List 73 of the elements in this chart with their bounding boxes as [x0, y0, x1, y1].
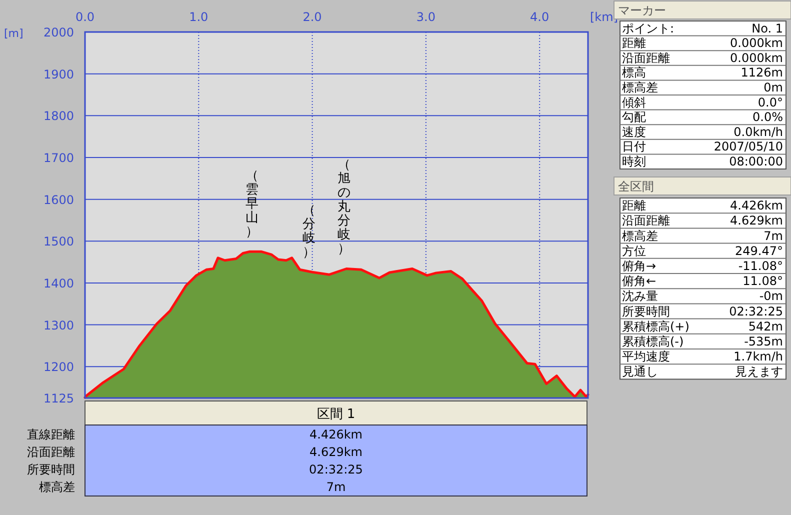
text: No. 1 [752, 21, 783, 36]
text: 4.629km [730, 214, 783, 228]
text: 249.47° [735, 244, 783, 258]
text: 直線距離 [27, 428, 75, 442]
y-axis-title: [m] [4, 27, 24, 40]
text: 距離 [622, 198, 646, 213]
y-tick-label: 1400 [43, 276, 74, 290]
text: 沈み量 [622, 289, 658, 304]
text: 見通し [622, 364, 658, 379]
text: 平均速度 [622, 350, 670, 364]
text: ポイント: [622, 21, 674, 36]
text: -11.08° [738, 259, 783, 273]
text: 所要時間 [622, 304, 670, 318]
text: 沿面距離 [27, 445, 75, 459]
text: 区間 1 [316, 407, 356, 422]
text: 傾斜 [622, 95, 646, 110]
x-tick-label: 3.0 [416, 10, 436, 24]
y-tick-label: 1200 [43, 360, 74, 374]
text: 累積標高(+) [622, 319, 690, 334]
text: 0.000km [730, 50, 783, 65]
text: 0.0km/h [734, 124, 783, 139]
annotation: （旭の丸分岐） [338, 158, 351, 257]
text: 02:32:25 [729, 304, 783, 318]
text: -535m [744, 334, 783, 348]
x-tick-label: 4.0 [530, 10, 550, 24]
text: 距離 [622, 36, 646, 50]
text: 02:32:25 [309, 462, 363, 476]
text: 俯角← [622, 274, 656, 288]
annotation: （雲早山） [246, 168, 259, 240]
text: 2007/05/10 [714, 140, 783, 154]
text: 1.7km/h [734, 350, 783, 364]
text: 0m [764, 80, 783, 94]
y-tick-label: 1800 [43, 109, 74, 124]
text: 勾配 [622, 110, 646, 124]
text: 4.426km [310, 428, 362, 442]
text: 速度 [622, 124, 646, 139]
text: -0m [759, 289, 783, 304]
x-tick-label: 0.0 [75, 10, 95, 24]
text: 見えます [735, 364, 783, 379]
y-tick-label: 1125 [43, 392, 74, 406]
text: 方位 [622, 244, 646, 258]
text: 全区間 [618, 180, 654, 194]
text: 沿面距離 [622, 214, 670, 228]
text: 所要時間 [27, 462, 75, 476]
text: 08:00:00 [729, 154, 783, 168]
y-tick-label: 1600 [43, 192, 74, 207]
text: 4.426km [730, 198, 783, 213]
text: 7m [326, 480, 346, 494]
text: 標高 [622, 66, 646, 80]
text: 日付 [622, 140, 646, 154]
text: 0.000km [730, 36, 783, 50]
x-tick-label: 2.0 [302, 10, 322, 24]
text: 沿面距離 [622, 50, 670, 65]
text: 標高差 [622, 228, 658, 243]
text: 4.629km [310, 445, 362, 459]
text: 俯角→ [622, 259, 656, 273]
text: 542m [748, 319, 783, 334]
text: 標高差 [39, 480, 75, 494]
text: 累積標高(-) [622, 334, 684, 348]
text: 7m [764, 228, 783, 243]
text: 標高差 [622, 80, 658, 94]
text: マーカー [618, 4, 666, 18]
x-tick-label: 1.0 [189, 10, 208, 24]
text: 0.0° [758, 95, 783, 110]
y-tick-label: 1300 [43, 318, 74, 332]
text: 時刻 [622, 154, 646, 168]
text: 11.08° [742, 274, 783, 288]
y-tick-label: 1900 [43, 67, 74, 82]
y-tick-label: 2000 [43, 26, 74, 40]
y-tick-label: 1500 [43, 234, 74, 249]
text: 1126m [740, 66, 783, 80]
text: 0.0% [752, 110, 783, 124]
y-tick-label: 1700 [43, 150, 74, 165]
